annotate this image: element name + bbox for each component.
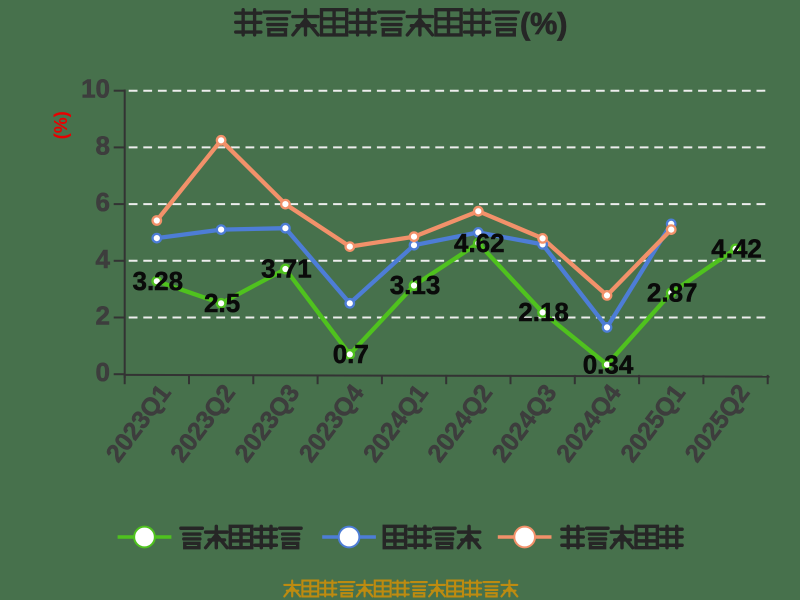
svg-text:3.71: 3.71 <box>261 254 312 284</box>
svg-text:0.34: 0.34 <box>583 349 634 379</box>
svg-text:2.18: 2.18 <box>518 297 569 327</box>
svg-text:(%): (%) <box>51 111 71 139</box>
svg-text:2: 2 <box>96 301 110 331</box>
svg-text:4: 4 <box>96 244 111 274</box>
svg-text:8: 8 <box>96 130 110 160</box>
svg-text:2.5: 2.5 <box>204 288 240 318</box>
svg-text:10: 10 <box>81 74 110 104</box>
svg-text:4.42: 4.42 <box>711 234 762 264</box>
svg-text:3.13: 3.13 <box>390 270 441 300</box>
svg-text:6: 6 <box>96 187 110 217</box>
svg-text:2.87: 2.87 <box>647 278 698 308</box>
svg-text:0: 0 <box>96 357 110 387</box>
svg-text:3.28: 3.28 <box>132 266 183 296</box>
svg-text:4.62: 4.62 <box>454 228 505 258</box>
svg-text:0.7: 0.7 <box>333 339 369 369</box>
svg-text:(%): (%) <box>520 7 567 41</box>
